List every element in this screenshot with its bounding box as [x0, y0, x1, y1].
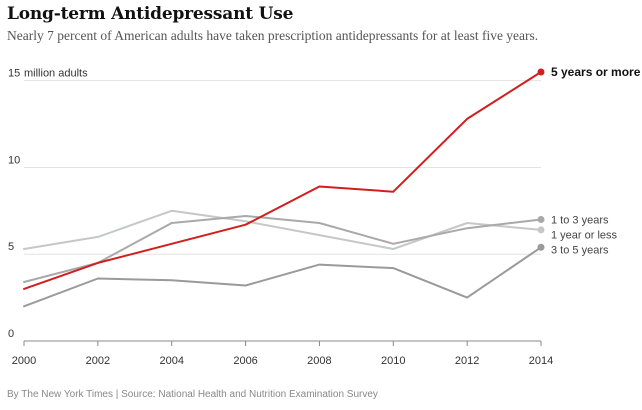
y-tick-label-10: 10: [8, 154, 20, 166]
axes: 0 5 10 15 million adults 2000 2002 2004 2006 2008…: [8, 68, 553, 367]
y-tick-label-0: 0: [8, 328, 14, 340]
y-tick-label-5: 5: [8, 241, 14, 253]
x-tick-label-2004: 2004: [159, 355, 183, 367]
series-labels: 5 years or more 1 to 3 years 1 year or les…: [551, 65, 641, 257]
series-end-marker-0: [537, 226, 545, 234]
chart-title: Long-term Antidepressant Use: [7, 4, 294, 24]
line-chart: 0 5 10 15 million adults 2000 2002 2004 2006 2008…: [8, 65, 641, 367]
gridlines: [24, 80, 541, 255]
series-label-3: 5 years or more: [551, 65, 641, 79]
series-end-marker-1: [537, 216, 545, 224]
x-tick-label-2012: 2012: [455, 355, 479, 367]
x-tick-label-2002: 2002: [86, 355, 110, 367]
series-line-3: [23, 71, 542, 290]
series-line-2: [23, 246, 542, 308]
series-end-marker-3: [537, 68, 545, 76]
series-label-1: 1 to 3 years: [551, 215, 609, 227]
x-tick-label-2010: 2010: [381, 355, 405, 367]
series-lines: [23, 68, 545, 308]
series-line-1: [23, 215, 542, 283]
series-line-0: [23, 209, 542, 250]
x-tick-label-2000: 2000: [12, 355, 36, 367]
source-footer: By The New York Times | Source: National…: [7, 389, 378, 400]
series-label-2: 3 to 5 years: [551, 245, 609, 257]
x-tick-label-2006: 2006: [233, 355, 257, 367]
x-tick-label-2014: 2014: [529, 355, 553, 367]
x-tick-label-2008: 2008: [307, 355, 331, 367]
y-unit-label: million adults: [24, 68, 88, 80]
series-end-marker-2: [537, 243, 545, 251]
series-label-0: 1 year or less: [551, 230, 618, 242]
chart-subtitle: Nearly 7 percent of American adults have…: [7, 28, 539, 43]
y-tick-label-15: 15: [8, 68, 20, 80]
